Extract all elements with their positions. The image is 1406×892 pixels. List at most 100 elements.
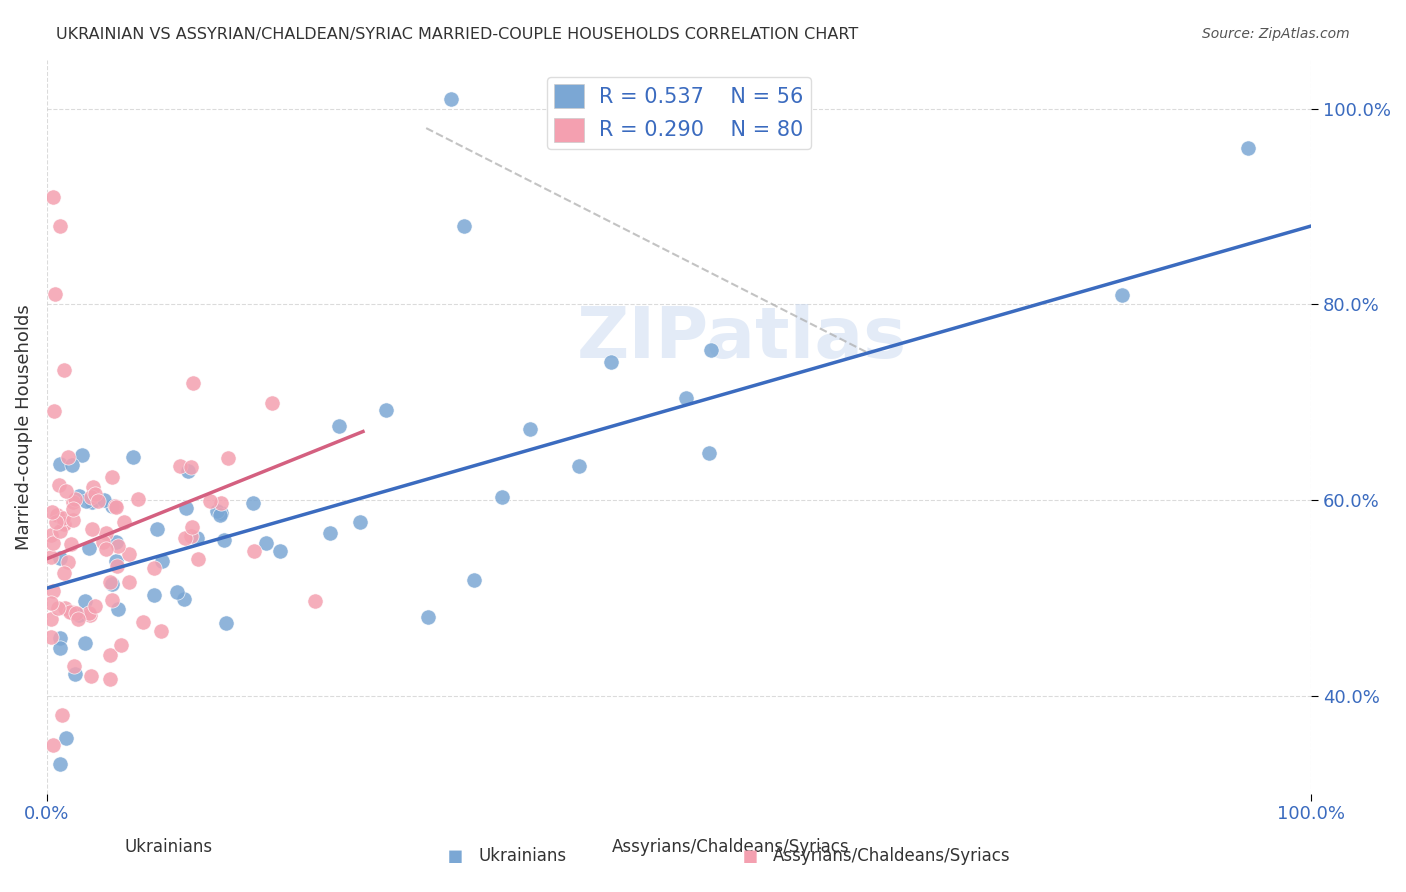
Point <box>262 395 284 409</box>
Point <box>65 666 87 681</box>
Point <box>48 478 70 492</box>
Point <box>186 531 208 545</box>
Point <box>131 615 153 629</box>
Point <box>127 492 149 507</box>
Point <box>107 602 129 616</box>
Point <box>84 487 107 501</box>
Point <box>146 522 169 536</box>
Point <box>62 495 84 509</box>
Point <box>93 493 115 508</box>
Point <box>80 490 103 504</box>
Point <box>319 525 342 540</box>
Point <box>440 92 463 106</box>
Point <box>98 673 121 687</box>
Point <box>49 524 72 538</box>
Y-axis label: Married-couple Households: Married-couple Households <box>15 304 32 549</box>
Point <box>143 588 166 602</box>
Point <box>62 501 84 516</box>
Point <box>166 584 188 599</box>
Point <box>53 517 76 532</box>
Point <box>60 458 83 473</box>
Point <box>107 540 129 554</box>
Point <box>48 757 70 772</box>
Point <box>53 566 76 580</box>
Point <box>51 708 73 723</box>
Point <box>48 631 70 645</box>
Point <box>304 594 326 608</box>
Point <box>187 552 209 566</box>
Text: ▪: ▪ <box>447 845 464 868</box>
Point <box>39 596 62 610</box>
Point <box>112 515 135 529</box>
Point <box>39 630 62 644</box>
Point <box>104 500 127 515</box>
Point <box>62 513 84 527</box>
Point <box>519 422 541 436</box>
Point <box>180 520 202 534</box>
Point <box>42 404 65 418</box>
Point <box>463 574 485 588</box>
Point <box>418 610 440 624</box>
Point <box>700 343 723 357</box>
Text: Source: ZipAtlas.com: Source: ZipAtlas.com <box>1202 27 1350 41</box>
Point <box>48 550 70 565</box>
Point <box>73 636 96 650</box>
Point <box>143 561 166 575</box>
Point <box>453 219 475 233</box>
Point <box>65 492 87 507</box>
Point <box>217 451 239 466</box>
Point <box>599 355 621 369</box>
Point <box>208 508 231 523</box>
Point <box>173 532 195 546</box>
Point <box>93 534 115 549</box>
Point <box>45 516 67 530</box>
Point <box>42 536 65 550</box>
Point <box>45 508 67 522</box>
Point <box>243 544 266 558</box>
Point <box>104 500 127 514</box>
Point <box>94 541 117 556</box>
Text: Ukrainians: Ukrainians <box>478 847 567 865</box>
Point <box>39 612 62 626</box>
Point <box>44 287 66 301</box>
Point <box>48 219 70 233</box>
Point <box>53 601 76 615</box>
Point <box>96 525 118 540</box>
Point <box>55 731 77 746</box>
Point <box>55 484 77 499</box>
Point <box>67 489 90 503</box>
Point <box>79 607 101 622</box>
Point <box>39 550 62 565</box>
Point <box>118 574 141 589</box>
Point <box>79 606 101 620</box>
Point <box>101 499 124 513</box>
Point <box>104 554 127 568</box>
Point <box>177 464 200 478</box>
Point <box>209 506 232 520</box>
Point <box>374 403 396 417</box>
Point <box>80 669 103 683</box>
Point <box>65 607 87 621</box>
Point <box>83 599 105 614</box>
Point <box>41 505 63 519</box>
Point <box>200 493 222 508</box>
Point <box>82 480 104 494</box>
Point <box>1237 141 1260 155</box>
Text: Assyrians/Chaldeans/Syriacs: Assyrians/Chaldeans/Syriacs <box>773 847 1011 865</box>
Point <box>101 470 124 484</box>
Text: Ukrainians: Ukrainians <box>125 838 212 856</box>
Point <box>104 535 127 549</box>
Point <box>101 593 124 607</box>
Point <box>209 496 232 510</box>
Point <box>42 584 65 599</box>
Point <box>82 495 104 509</box>
Point <box>67 607 90 622</box>
Text: ZIPatlas: ZIPatlas <box>578 304 907 373</box>
Point <box>53 363 76 377</box>
Text: Assyrians/Chaldeans/Syriacs: Assyrians/Chaldeans/Syriacs <box>612 838 851 856</box>
Point <box>174 501 197 516</box>
Point <box>82 522 104 536</box>
Point <box>697 446 720 460</box>
Point <box>110 638 132 652</box>
Point <box>60 537 83 551</box>
